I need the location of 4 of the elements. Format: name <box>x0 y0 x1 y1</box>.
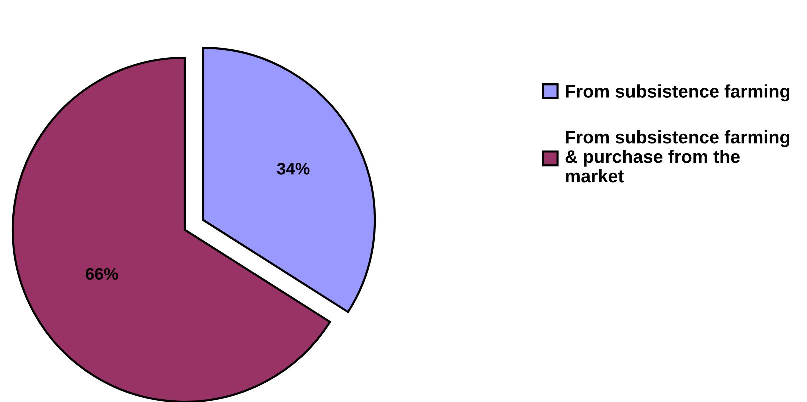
legend-label: From subsistence farming & purchase from the market <box>566 130 790 183</box>
data-label: 34% <box>277 163 310 175</box>
legend-label: From subsistence farming <box>566 84 790 102</box>
data-label: 66% <box>86 268 118 280</box>
